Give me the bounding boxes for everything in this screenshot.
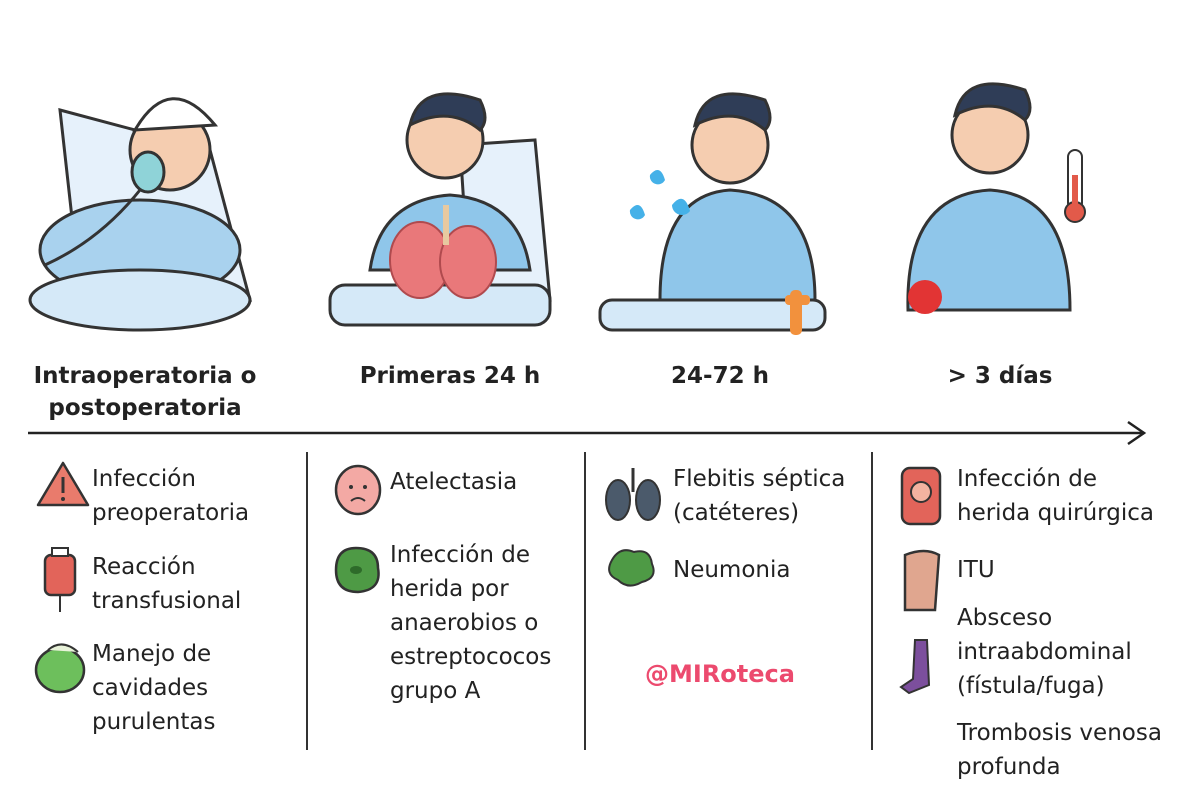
scene-24-72h-part xyxy=(692,92,772,133)
icon-leg xyxy=(899,639,931,695)
scene-24h-part xyxy=(443,205,449,245)
icon-sad-lung xyxy=(334,464,382,516)
icon-bacteria xyxy=(334,546,380,594)
complication: Absceso intraabdominal (fístula/fuga) xyxy=(957,605,1132,699)
complication: Infección de herida por anaerobios o est… xyxy=(390,542,552,704)
stage-label: 24-72 h xyxy=(671,363,769,389)
scene-24-72h-part xyxy=(658,188,817,302)
scene-3-days-part xyxy=(1072,175,1078,210)
icon-lungs xyxy=(605,468,661,521)
scene-3-days xyxy=(906,82,1086,314)
icon-germ-part xyxy=(608,549,655,587)
icon-sad-lung-part xyxy=(363,485,367,489)
scene-3-days-part xyxy=(952,82,1032,123)
complication: Reacción transfusional xyxy=(92,554,242,614)
stage-label: Intraoperatoria o postoperatoria xyxy=(33,363,257,421)
icon-lungs-part xyxy=(635,479,661,521)
icon-wound-part xyxy=(910,481,932,503)
scene-24-72h-part xyxy=(649,170,665,185)
scene-intraop-part xyxy=(44,189,142,267)
icon-cavity-part xyxy=(47,643,79,653)
timeline-arrow xyxy=(28,420,1147,446)
scene-3-days-part xyxy=(908,280,942,314)
complication: Infección preoperatoria xyxy=(92,466,250,526)
complication: Neumonia xyxy=(673,557,791,583)
stage-label: Primeras 24 h xyxy=(359,363,541,389)
complication: Trombosis venosa profunda xyxy=(957,720,1162,780)
icon-wound xyxy=(900,466,942,526)
icon-warning xyxy=(36,461,90,507)
stage-label: > 3 días xyxy=(947,363,1053,389)
scene-intraop xyxy=(28,97,252,332)
scene-3-days-part xyxy=(906,188,1072,312)
icon-sad-lung-part xyxy=(350,497,366,502)
scene-intraop-part xyxy=(28,268,252,332)
icon-cavity xyxy=(34,643,86,694)
complication: Atelectasia xyxy=(390,469,518,495)
scene-intraop-part xyxy=(132,97,219,132)
scene-24h xyxy=(328,92,552,327)
icon-blood-bag xyxy=(43,547,77,612)
icon-sad-lung-part xyxy=(349,485,353,489)
column-dividers xyxy=(306,452,873,750)
scene-24-72h-part xyxy=(598,298,827,332)
icon-leg-part xyxy=(899,639,931,695)
icon-warning-part xyxy=(61,497,65,501)
watermark: @MIRoteca xyxy=(645,660,795,688)
complication: Manejo de cavidades purulentas xyxy=(92,641,216,735)
scene-24h-part xyxy=(439,225,497,299)
icon-blood-bag-part xyxy=(43,553,77,597)
icon-lungs-part xyxy=(605,479,631,521)
scene-24-72h-part xyxy=(672,198,690,215)
icon-kidney-part xyxy=(903,549,941,612)
scene-24-72h-part xyxy=(629,205,645,220)
complication: Flebitis séptica (catéteres) xyxy=(673,466,846,526)
scene-24h-part xyxy=(328,283,552,327)
scene-24-72h xyxy=(598,92,827,335)
complication: Infección de herida quirúrgica xyxy=(957,466,1154,526)
scene-24h-part xyxy=(407,92,487,133)
icon-blood-bag-part xyxy=(51,547,69,557)
scene-24-72h-part xyxy=(785,295,810,305)
icon-bacteria-part xyxy=(350,566,362,574)
icon-kidney xyxy=(903,549,941,612)
complication: ITU xyxy=(957,557,995,583)
icon-sad-lung-part xyxy=(334,464,382,516)
icon-germ xyxy=(608,549,655,587)
icon-cavity-part xyxy=(34,646,86,694)
scene-intraop-part xyxy=(130,150,166,194)
timeline-arrow-part xyxy=(1127,420,1147,446)
